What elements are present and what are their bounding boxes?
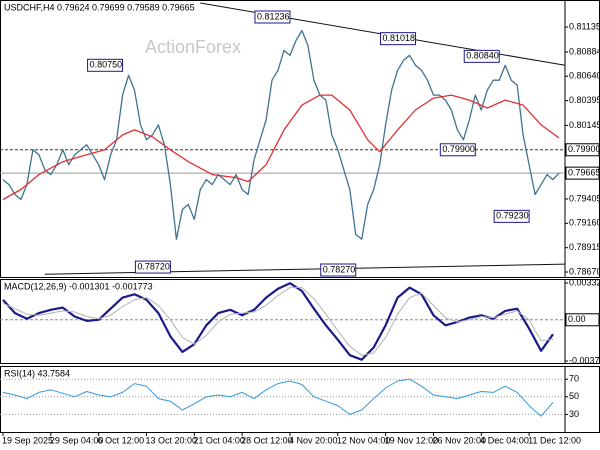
panel-title: USDCHF,H4 0.79624 0.79699 0.79589 0.7966… (4, 2, 195, 12)
annotation-box (463, 49, 500, 63)
y-tick-label: 0.003321 (569, 277, 600, 287)
x-tick-label: 4 Nov 20:00 (289, 435, 338, 445)
x-tick-label: 19 Sep 2025 (2, 435, 53, 445)
x-tick-label: 28 Oct 12:00 (241, 435, 293, 445)
level-label-box (565, 143, 600, 157)
series-line (2, 29, 560, 240)
trendline (44, 263, 566, 275)
y-tick-label: 0.81135 (569, 21, 600, 31)
annotation-box (87, 58, 124, 72)
x-tick-label: 12 Nov 04:00 (337, 435, 391, 445)
panel-title: RSI(14) 43.7584 (4, 368, 70, 378)
y-tick-label: -0.003723 (569, 355, 600, 365)
y-tick-label: 70 (569, 374, 579, 384)
series-line (2, 287, 554, 356)
level-label: 0.79900 (568, 144, 600, 154)
annotation-label: 0.81018 (383, 33, 416, 43)
y-tick-label: 30 (569, 409, 579, 419)
annotation-box (254, 10, 291, 24)
panel-border (0, 0, 600, 278)
level-label: 0.79665 (568, 168, 600, 178)
level-label-box (565, 313, 600, 327)
annotation-box (134, 260, 171, 274)
annotation-box (493, 209, 530, 223)
y-tick-label: 0.80395 (569, 95, 600, 105)
y-tick-label: 0.79160 (569, 218, 600, 228)
series-line (2, 282, 554, 361)
x-tick-label: 6 Oct 12:00 (98, 435, 145, 445)
annotation-box (320, 263, 357, 277)
annotation-box (380, 32, 417, 46)
x-tick-label: 11 Dec 12:00 (528, 435, 581, 445)
panel-title: MACD(12,26,9) -0.001301 -0.001773 (4, 281, 153, 291)
annotation-label: 0.80750 (90, 60, 123, 70)
y-tick-label: 0.80640 (569, 71, 600, 81)
y-tick-label: 50 (569, 391, 579, 401)
annotation-label: 0.79900 (442, 144, 475, 154)
x-tick-label: 26 Nov 20:00 (432, 435, 486, 445)
watermark: ActionForex (145, 37, 241, 57)
annotation-label: 0.78720 (137, 261, 170, 271)
level-label-box (565, 166, 600, 180)
x-tick-label: 4 Dec 04:00 (480, 435, 529, 445)
y-tick-label: 0.78915 (569, 242, 600, 252)
series-line (2, 378, 554, 417)
x-tick-label: 13 Oct 20:00 (145, 435, 197, 445)
panel-border (0, 366, 600, 433)
y-tick-label: 0.80884 (569, 46, 600, 56)
y-tick-label: 0.80145 (569, 120, 600, 130)
level-label: 0.00 (568, 314, 586, 324)
y-tick-label: 0.79405 (569, 193, 600, 203)
y-tick-label: 0.78670 (569, 266, 600, 276)
annotation-label: 0.79230 (496, 211, 529, 221)
annotation-label: 0.80840 (466, 51, 499, 61)
annotation-label: 0.78270 (323, 264, 356, 274)
annotation-box (439, 143, 476, 157)
annotation-label: 0.81236 (257, 11, 290, 21)
x-tick-label: 19 Nov 12:00 (385, 435, 439, 445)
x-tick-label: 21 Oct 04:00 (193, 435, 245, 445)
x-tick-label: 29 Sep 04:00 (50, 435, 104, 445)
series-line (2, 94, 560, 201)
